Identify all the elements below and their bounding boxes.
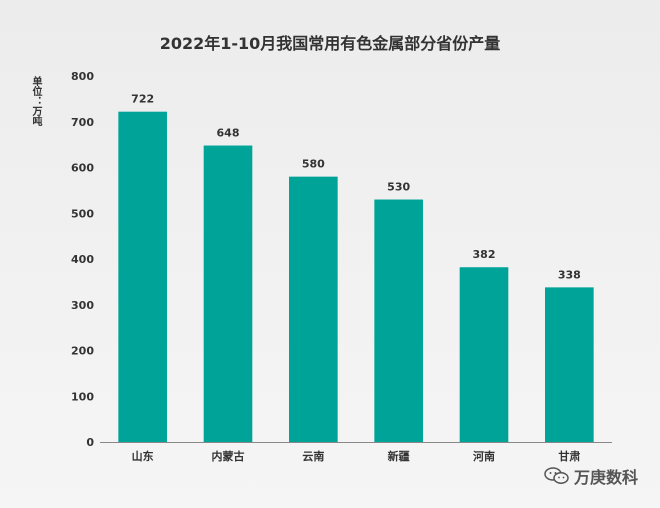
y-tick-label: 600: [71, 162, 94, 175]
x-tick-label: 内蒙古: [212, 449, 245, 463]
value-labels: 722 648 580 530 382 338: [131, 93, 581, 282]
chart-title: 2022年1-10月我国常用有色金属部分省份产量: [159, 34, 501, 53]
bar: [118, 111, 167, 442]
y-tick-label: 700: [71, 116, 94, 129]
y-axis: 0 100 200 300 400 500 600 700 800: [71, 70, 94, 449]
bar: [459, 267, 509, 442]
y-tick-label: 300: [71, 299, 94, 312]
y-tick-label: 100: [71, 390, 94, 403]
bar: [289, 176, 338, 442]
watermark-text: 万庚数科: [573, 468, 638, 487]
bar: [374, 199, 423, 442]
bar-value-label: 580: [302, 158, 325, 171]
bars: [118, 111, 594, 443]
bar: [545, 287, 594, 442]
x-tick-label: 山东: [132, 449, 154, 463]
x-tick-label: 新疆: [388, 449, 410, 463]
watermark: 万庚数科: [544, 464, 638, 488]
y-axis-unit-label: 单位：万吨: [30, 76, 41, 126]
bar-value-label: 722: [131, 93, 154, 106]
bar-value-label: 648: [217, 127, 240, 140]
wechat-icon: [544, 467, 569, 484]
y-tick-label: 400: [71, 253, 94, 266]
y-tick-label: 200: [71, 345, 94, 358]
x-axis: 山东 内蒙古 云南 新疆 河南 甘肃: [132, 449, 581, 463]
y-tick-label: 500: [71, 207, 94, 220]
bar-value-label: 382: [473, 248, 496, 261]
bar-value-label: 530: [387, 181, 410, 194]
bar-value-label: 338: [558, 268, 581, 281]
bar: [203, 145, 253, 443]
y-tick-label: 800: [71, 70, 94, 83]
x-tick-label: 甘肃: [558, 449, 580, 463]
y-tick-label: 0: [86, 436, 94, 449]
x-tick-label: 云南: [302, 449, 324, 463]
x-tick-label: 河南: [473, 449, 495, 463]
